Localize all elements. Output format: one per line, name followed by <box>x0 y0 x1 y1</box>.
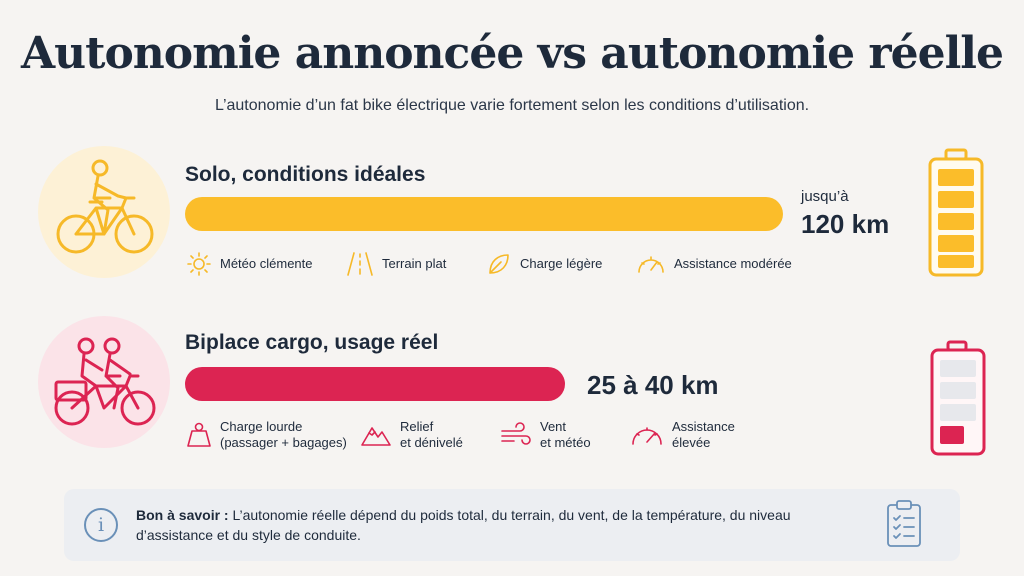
cargo-factor-relief-line2: et dénivelé <box>400 435 463 450</box>
gauge-icon <box>638 256 664 273</box>
info-label: Bon à savoir : <box>136 507 229 523</box>
solo-illustration <box>38 146 170 278</box>
cargo-factor-assist-line2: élevée <box>672 435 711 450</box>
cargo-factor-wind-line1: Vent <box>540 419 567 434</box>
page-title: Autonomie annoncée vs autonomie réelle <box>21 28 1004 79</box>
gauge-high-icon <box>632 427 662 445</box>
mountain-icon <box>361 427 391 446</box>
cargo-factor-load-line2: (passager + bagages) <box>220 435 347 450</box>
cargo-factor-load-line1: Charge lourde <box>220 419 303 434</box>
leaf-icon <box>489 254 509 274</box>
info-icon: i <box>84 508 118 542</box>
info-box <box>64 489 960 561</box>
bicycle-rider-icon <box>56 159 154 254</box>
cargo-range-bar <box>185 367 565 401</box>
cargo-factor-relief-line1: Relief <box>400 419 434 434</box>
solo-factor-load: Charge légère <box>486 251 602 277</box>
battery-low-icon <box>930 340 986 456</box>
cargo-illustration <box>38 316 170 448</box>
cargo-factor-wind-line2: et météo <box>540 435 591 450</box>
solo-title: Solo, conditions idéales <box>185 163 426 186</box>
solo-factor-terrain: Terrain plat <box>346 251 446 277</box>
solo-factor-terrain-label: Terrain plat <box>382 256 447 271</box>
wind-icon <box>501 422 531 445</box>
solo-factor-load-label: Charge légère <box>520 256 603 271</box>
clipboard-checklist-icon <box>887 500 921 547</box>
cargo-factor-assist: Assistance élevée <box>630 419 735 451</box>
info-text: Bon à savoir : L’autonomie réelle dépend… <box>136 505 836 545</box>
weight-icon <box>187 422 211 447</box>
cargo-title: Biplace cargo, usage réel <box>185 331 439 354</box>
solo-range-value: 120 km <box>801 209 890 239</box>
solo-factor-weather-label: Météo clémente <box>220 256 313 271</box>
tandem-bicycle-icon <box>54 337 156 426</box>
cargo-factor-wind: Vent et météo <box>500 419 591 451</box>
cargo-range-value: 25 à 40 km <box>587 370 719 400</box>
solo-factor-assist-label: Assistance modérée <box>674 256 792 271</box>
page-subtitle: L’autonomie d’un fat bike électrique var… <box>214 97 810 114</box>
battery-full-icon <box>928 148 984 277</box>
cargo-factor-assist-line1: Assistance <box>672 419 735 434</box>
solo-factor-weather: Météo clémente <box>186 251 313 277</box>
road-icon <box>347 252 373 276</box>
solo-range-bar <box>185 197 783 231</box>
sun-icon <box>187 252 211 276</box>
solo-factor-assist: Assistance modérée <box>636 251 792 277</box>
cargo-factor-load: Charge lourde (passager + bagages) <box>186 419 347 451</box>
solo-range-prefix: jusqu’à <box>801 188 849 205</box>
cargo-factor-relief: Relief et dénivelé <box>360 419 463 451</box>
info-body: L’autonomie réelle dépend du poids total… <box>136 507 791 543</box>
